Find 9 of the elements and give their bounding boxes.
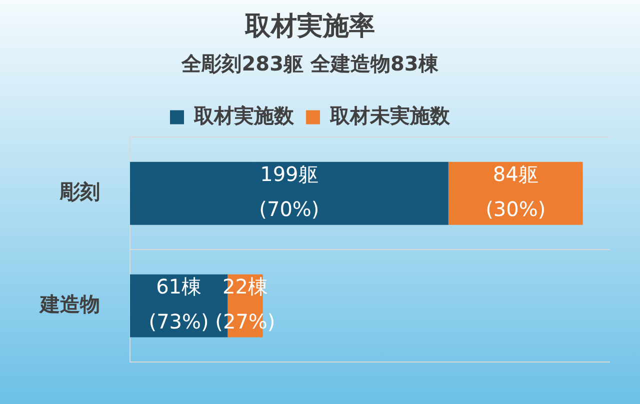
legend-label: 取材未実施数 — [329, 103, 451, 128]
data-label: 61棟 (73%) — [148, 274, 209, 334]
chart-subtitle: 全彫刻283躯 全建造物83棟 — [180, 51, 440, 76]
data-label: 84躯 (30%) — [486, 162, 546, 222]
chart-title: 取材実施率 — [244, 11, 375, 42]
data-label: 199躯 (70%) — [259, 162, 320, 222]
y-tick-label: 彫刻 — [59, 180, 100, 204]
legend-label: 取材実施数 — [193, 103, 295, 128]
y-tick-label: 建造物 — [38, 292, 100, 316]
